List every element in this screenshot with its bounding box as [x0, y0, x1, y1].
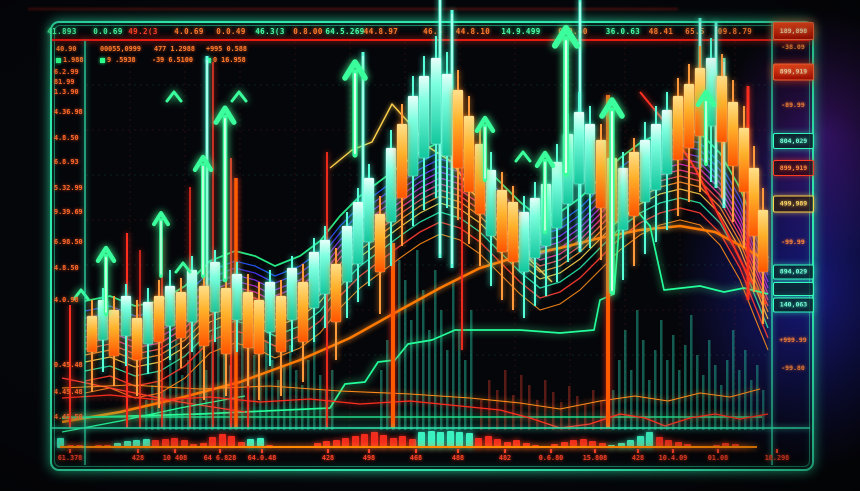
legend-value: 1.988: [56, 56, 83, 64]
legend-square-icon: [56, 57, 61, 63]
legend-value-text: 00055,0999: [100, 45, 141, 53]
top-tick-label: 0.0.49: [216, 27, 246, 36]
top-tick-label: 48.41: [648, 27, 674, 36]
legend-square-icon: [100, 57, 105, 63]
legend-value: 9 .5938: [100, 56, 136, 64]
top-tick-label: 64.5.269: [325, 27, 365, 36]
top-tick-label: 44.8.10: [455, 27, 491, 36]
legend-value-text: 0 16.958: [213, 56, 246, 64]
legend-value: +995 0.588: [206, 45, 247, 53]
top-tick-label: 0.0.69: [93, 27, 123, 36]
top-tick-label: 09.8.79: [717, 27, 753, 36]
top-tick-label: 14.9.499: [501, 27, 541, 36]
legend-value: -39 6.5100: [152, 56, 193, 64]
header-ticker-row: 41.893 0.0.69 49.2(3 4.0.69 0.0.49 46.3(3 0.8.…: [0, 0, 860, 70]
top-tick-label: 0.8.00: [293, 27, 323, 36]
legend-value-text: 40.90: [56, 45, 77, 53]
top-tick-label: 46.5: [423, 27, 443, 36]
legend-value: 00055,0999: [100, 45, 141, 53]
legend-value: 40.90: [56, 45, 76, 53]
legend-value-text: 9 .5938: [107, 56, 136, 64]
top-tick-label: 36.0.63: [605, 27, 641, 36]
terminal-frame: [50, 21, 814, 471]
top-tick-label: 41.893: [47, 27, 77, 36]
top-tick-label: 65.5: [685, 27, 705, 36]
legend-value-text: -39 6.5100: [152, 56, 193, 64]
top-tick-label: 46.3(3: [255, 27, 285, 36]
legend-value-text: +995 0.588: [206, 45, 247, 53]
legend-value-text: 477 1.2988: [154, 45, 195, 53]
header-separator-line: [52, 39, 810, 41]
top-tick-label: 0.9.40: [558, 27, 588, 36]
top-tick-label: 4.0.69: [174, 27, 204, 36]
legend-value-text: 1.988: [63, 56, 84, 64]
top-tick-label: 44.8.97: [363, 27, 399, 36]
legend-value: 477 1.2988: [154, 45, 195, 53]
top-tick-label: 49.2(3: [128, 27, 158, 36]
faint-red-line: [28, 8, 678, 10]
